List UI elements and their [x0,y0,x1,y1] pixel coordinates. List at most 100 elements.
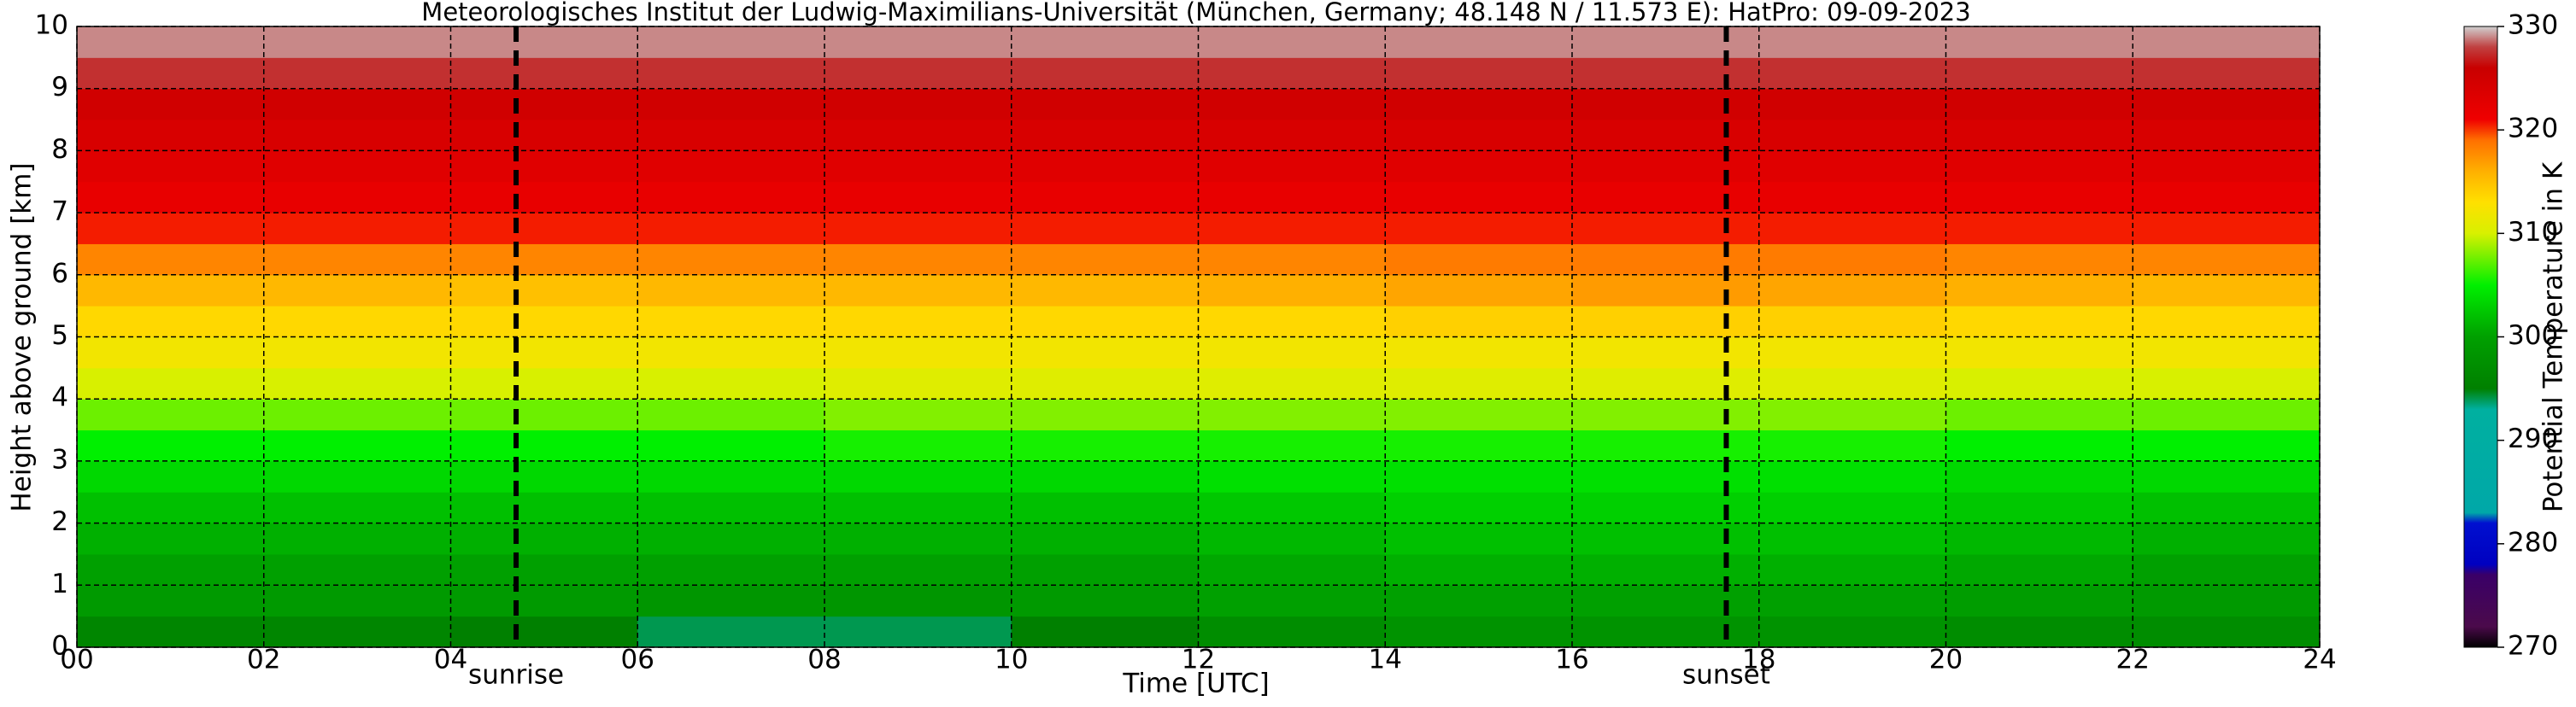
heatmap-cell [824,120,1012,151]
heatmap-cell [2133,213,2321,244]
heatmap-cell [1945,585,2133,617]
heatmap-cell [1945,181,2133,213]
heatmap-cell [263,460,451,493]
heatmap-cell [1385,120,1573,151]
heatmap-cell [1758,429,1946,462]
heatmap-cell [450,429,638,462]
colorbar-tick-label: 300 [2508,320,2558,351]
heatmap-cell [2133,181,2321,213]
heatmap-cell [1572,120,1760,151]
heatmap-cell [1572,460,1760,493]
heatmap-cell [2133,274,2321,307]
heatmap-cell [450,88,638,120]
heatmap-cell [1385,336,1573,369]
heatmap-cell [77,492,265,524]
heatmap-cell [1385,616,1573,648]
heatmap-cell [450,523,638,555]
heatmap-cell [1011,429,1199,462]
heatmap-cell [824,460,1012,493]
heatmap-cell [1011,213,1199,244]
colorbar-tick-label: 290 [2508,424,2558,454]
heatmap-cell [1011,120,1199,151]
heatmap-cell [637,274,825,307]
colorbar-label: Potential Temperature in K [2538,161,2569,512]
heatmap-cell [1198,553,1386,586]
heatmap-cell [263,181,451,213]
heatmap-cell [77,336,265,369]
heatmap-cell [824,616,1012,648]
heatmap-cell [1945,429,2133,462]
heatmap-cell [263,585,451,617]
event-label: sunset [1682,660,1770,691]
heatmap-cell [2133,460,2321,493]
heatmap-cell [1758,399,1946,431]
heatmap-cell [450,336,638,369]
heatmap-cell [1198,120,1386,151]
heatmap-cell [1758,120,1946,151]
heatmap-cell [450,181,638,213]
heatmap-cell [2133,150,2321,183]
heatmap-cell [637,460,825,493]
heatmap-cell [1385,523,1573,555]
heatmap-cell [1385,553,1573,586]
x-tick-label: 22 [2116,645,2150,675]
heatmap-cell [1945,616,2133,648]
heatmap-cell [77,213,265,244]
heatmap-cell [2133,616,2321,648]
heatmap-cell [1572,88,1760,120]
heatmap-cell [450,57,638,90]
heatmap-cell [637,26,825,58]
heatmap-cell [77,585,265,617]
heatmap-cell [2133,492,2321,524]
heatmap-cell [1945,460,2133,493]
heatmap-cell [1758,274,1946,307]
heatmap-cell [824,150,1012,183]
heatmap-cell [2133,553,2321,586]
heatmap-cell [1945,88,2133,120]
heatmap-cell [1198,429,1386,462]
heatmap-cell [77,616,265,648]
heatmap-cell [1945,150,2133,183]
heatmap-cell [77,120,265,151]
y-tick-label: 10 [35,10,68,41]
heatmap-cell [77,88,265,120]
heatmap-cell [1758,26,1946,58]
heatmap-cell [450,367,638,400]
heatmap-cell [1572,616,1760,648]
y-tick-label: 9 [51,72,68,102]
heatmap-cell [824,306,1012,337]
heatmap-cell [263,523,451,555]
heatmap-cell [824,585,1012,617]
heatmap-cell [1945,57,2133,90]
colorbar-tick-label: 320 [2508,114,2558,144]
heatmap-cell [1758,553,1946,586]
heatmap-cell [637,585,825,617]
x-tick-label: 04 [434,645,467,675]
y-tick-label: 5 [51,320,68,351]
heatmap-cell [1385,429,1573,462]
heatmap-cell [824,213,1012,244]
heatmap-cell [824,57,1012,90]
heatmap-cell [637,399,825,431]
heatmap-cell [263,336,451,369]
heatmap-cell [1011,274,1199,307]
heatmap-cell [1011,616,1199,648]
heatmap-cell [1011,399,1199,431]
heatmap-cell [77,399,265,431]
heatmap-cell [1572,336,1760,369]
heatmap-cell [2133,26,2321,58]
heatmap-cell [2133,243,2321,276]
x-axis-label: Time [UTC] [1122,669,1269,699]
heatmap-cell [1385,57,1573,90]
heatmap-cell [1572,399,1760,431]
heatmap-cell [1572,181,1760,213]
heatmap-cell [263,274,451,307]
heatmap-cell [637,57,825,90]
heatmap-cell [450,553,638,586]
heatmap-cell [637,243,825,276]
heatmap-cell [263,57,451,90]
heatmap-cell [1945,523,2133,555]
heatmap-cell [1011,26,1199,58]
y-tick-label: 2 [51,506,68,537]
heatmap-cell [637,181,825,213]
